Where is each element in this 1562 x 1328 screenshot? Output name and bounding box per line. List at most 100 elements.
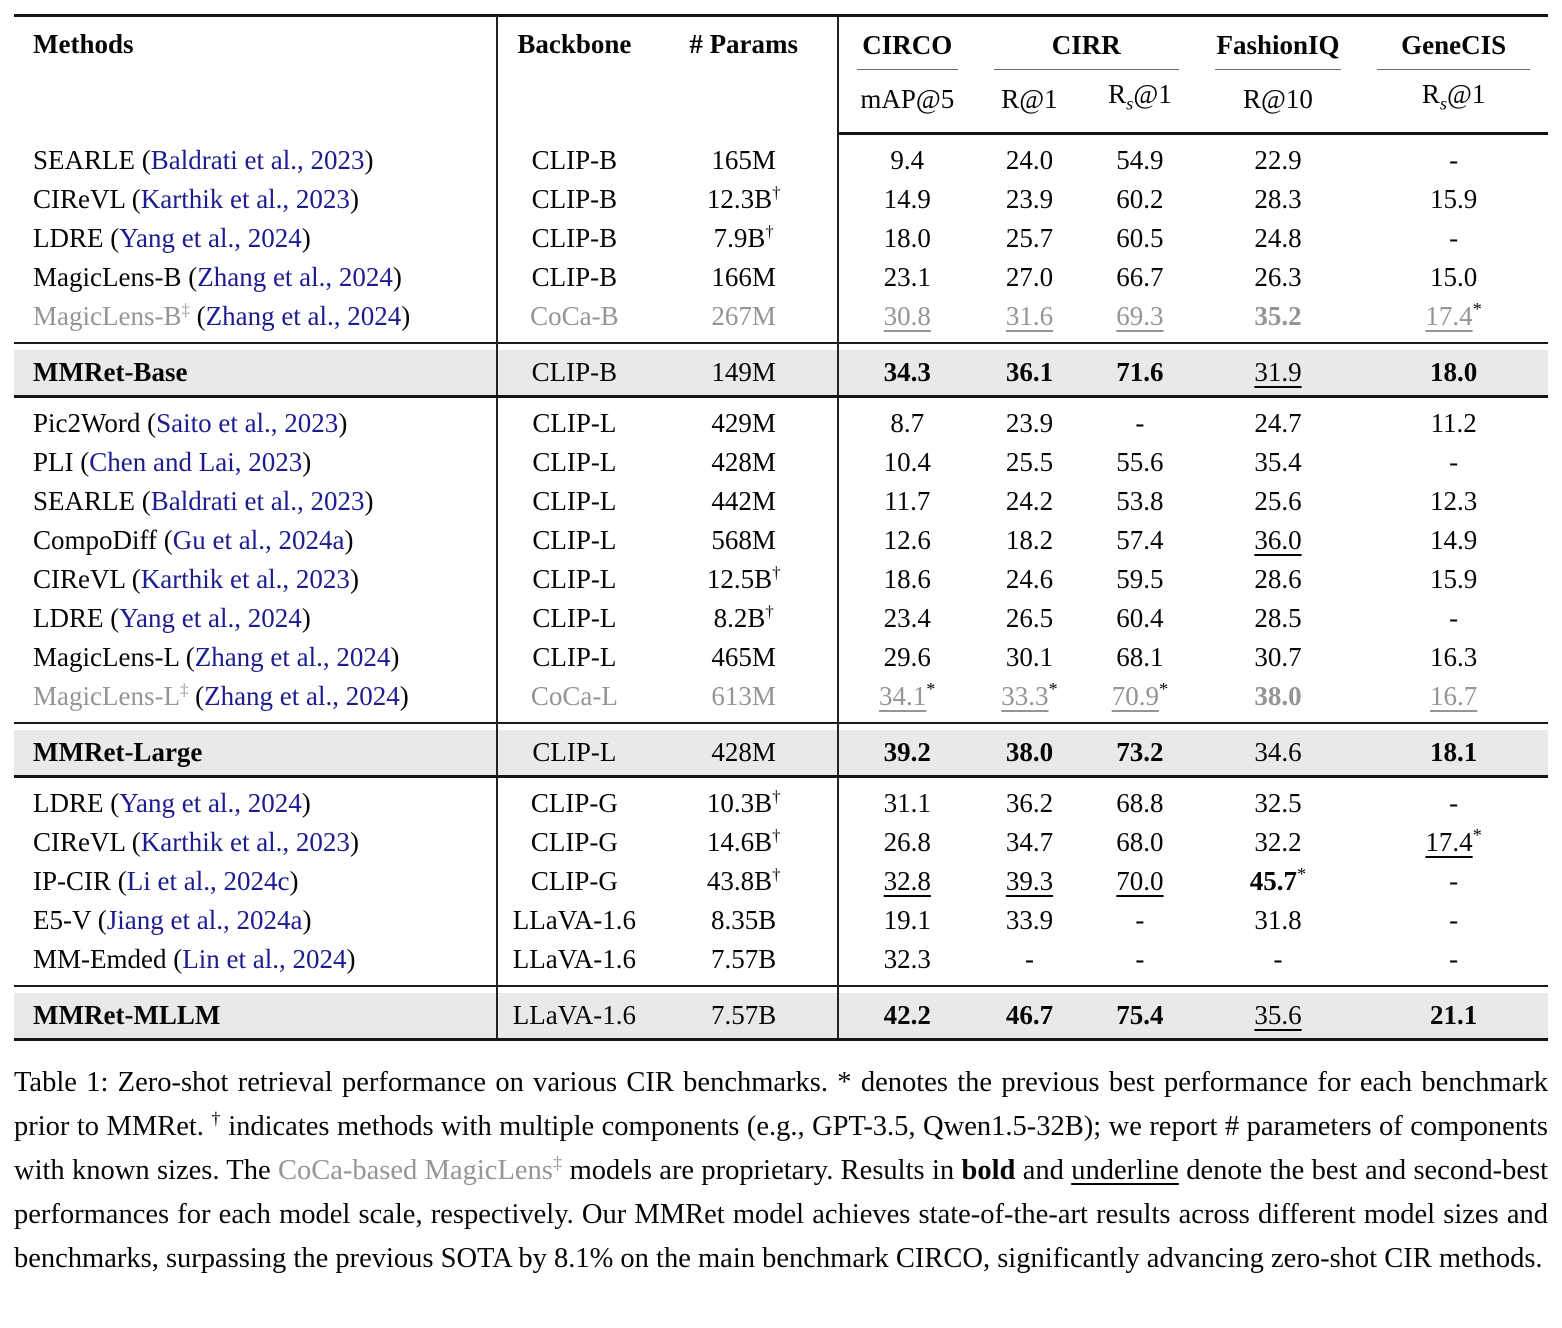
citation-link[interactable]: Yang et al., 2024 xyxy=(119,223,302,254)
method-name: E5-V xyxy=(33,905,91,936)
divider-gap xyxy=(14,722,499,731)
table-row: MagicLens-L‡ (Zhang et al., 2024) CoCa-L 6… xyxy=(14,677,1548,724)
method-name: PLI xyxy=(33,447,74,478)
metric-value: 30.8 xyxy=(883,301,931,332)
metric-cell: 14.9 xyxy=(838,180,976,219)
metric-value: 54.9 xyxy=(1116,145,1164,176)
metric-value: 18.1 xyxy=(1430,737,1478,768)
params-cell: 613M xyxy=(650,677,839,724)
citation-link[interactable]: Baldrati et al., 2023 xyxy=(150,486,365,517)
citation-link[interactable]: Karthik et al., 2023 xyxy=(140,564,350,595)
table-row: MagicLens-B‡ (Zhang et al., 2024) CoCa-B 2… xyxy=(14,297,1548,344)
group-header-cirr: CIRR xyxy=(976,16,1197,70)
citation-link[interactable]: Karthik et al., 2023 xyxy=(140,827,350,858)
prev-best-star: * xyxy=(1048,679,1058,700)
backbone-cell: CLIP-G xyxy=(530,827,618,858)
method-cell: PLI (Chen and Lai, 2023) xyxy=(14,443,499,483)
section-divider xyxy=(14,985,1548,994)
metric-cell: - xyxy=(1197,940,1360,986)
method-cell: CIReVL (Karthik et al., 2023) xyxy=(14,823,499,863)
highlight-row: MMRet-MLLM LLaVA-1.6 7.57B 42.2 46.7 75.4 35.6… xyxy=(14,993,1548,1040)
metric-cell: 35.4 xyxy=(1197,443,1360,482)
citation-link[interactable]: Jiang et al., 2024a xyxy=(106,905,303,936)
metric-value: - xyxy=(1449,788,1459,819)
metric-cell: 60.2 xyxy=(1083,180,1197,219)
metric-cell: 16.3 xyxy=(1359,638,1548,677)
metric-cell: 23.9 xyxy=(976,180,1083,219)
metric-cell: 18.0 xyxy=(1359,350,1548,397)
params-cell: 166M xyxy=(650,258,839,298)
metric-value: 36.1 xyxy=(1005,357,1054,388)
table-body: SEARLE (Baldrati et al., 2023) CLIP-B 165M… xyxy=(14,133,1548,1040)
citation-link[interactable]: Lin et al., 2024 xyxy=(182,944,347,975)
prev-best-star: * xyxy=(1297,864,1307,885)
metric-cell: 24.8 xyxy=(1197,219,1360,258)
metric-value: - xyxy=(1449,145,1459,176)
citation-link[interactable]: Saito et al., 2023 xyxy=(156,408,339,439)
metric-cell: 15.9 xyxy=(1359,560,1548,599)
prev-best-star: * xyxy=(1472,825,1482,846)
group-header-genecis: GeneCIS xyxy=(1359,16,1548,70)
metric-value: - xyxy=(1135,944,1145,975)
metric-cell: - xyxy=(976,940,1083,986)
table-row: SEARLE (Baldrati et al., 2023) CLIP-L 442M… xyxy=(14,482,1548,522)
params-cell: 12.3B† xyxy=(650,180,839,220)
citation-link[interactable]: Zhang et al., 2024 xyxy=(194,642,391,673)
group-header-row: Methods Backbone # Params CIRCO CIRR Fas… xyxy=(14,15,1548,134)
citation-link[interactable]: Zhang et al., 2024 xyxy=(197,262,393,293)
table-row: CompoDiff (Gu et al., 2024a) CLIP-L 568M 12… xyxy=(14,521,1548,561)
metric-value: 39.2 xyxy=(883,737,931,768)
citation-link[interactable]: Yang et al., 2024 xyxy=(119,788,302,819)
metric-cell: 54.9 xyxy=(1083,134,1197,181)
metric-cell: 18.2 xyxy=(976,521,1083,560)
metric-value: 31.9 xyxy=(1254,357,1302,388)
metric-cell: 36.2 xyxy=(976,777,1083,824)
divider-gap xyxy=(837,722,1548,731)
method-name: CompoDiff xyxy=(33,525,158,556)
metric-value: 16.3 xyxy=(1430,642,1478,673)
col-header-methods: Methods xyxy=(14,15,499,134)
table-row: MagicLens-L (Zhang et al., 2024) CLIP-L 46… xyxy=(14,638,1548,678)
metric-value: 11.2 xyxy=(1430,408,1477,439)
citation-link[interactable]: Gu et al., 2024a xyxy=(172,525,345,556)
col-header-rs1-cirr: Rs@1 xyxy=(1083,70,1197,136)
citation-link[interactable]: Baldrati et al., 2023 xyxy=(150,144,365,175)
metric-cell: 68.8 xyxy=(1083,777,1197,824)
metric-value: 17.4 xyxy=(1425,827,1473,858)
col-header-backbone: Backbone xyxy=(517,29,632,59)
params-cell: 428M xyxy=(650,443,839,483)
metric-value: 19.1 xyxy=(883,905,931,936)
prev-best-star: * xyxy=(1158,679,1169,700)
metric-cell: - xyxy=(1359,599,1548,638)
metric-cell: - xyxy=(1083,940,1197,986)
citation-link[interactable]: Zhang et al., 2024 xyxy=(205,301,402,332)
method-name: Pic2Word xyxy=(33,408,141,439)
table-row: CIReVL (Karthik et al., 2023) CLIP-L 12.5B… xyxy=(14,560,1548,600)
divider-gap xyxy=(497,722,839,731)
metric-value: 17.4 xyxy=(1425,301,1473,332)
metric-value: 25.5 xyxy=(1005,447,1054,478)
metric-value: 14.9 xyxy=(883,184,931,215)
citation-link[interactable]: Karthik et al., 2023 xyxy=(140,184,350,215)
metric-value: 28.3 xyxy=(1254,184,1302,215)
metric-value: 34.3 xyxy=(883,357,931,388)
divider-gap xyxy=(497,985,839,994)
metric-cell: 68.1 xyxy=(1083,638,1197,677)
metric-value: 31.8 xyxy=(1254,905,1302,936)
metric-value: 28.5 xyxy=(1254,603,1302,634)
metric-cell: 21.1 xyxy=(1359,993,1548,1040)
metric-value: 23.9 xyxy=(1005,184,1054,215)
citation-link[interactable]: Zhang et al., 2024 xyxy=(204,681,400,712)
metric-value: 30.7 xyxy=(1254,642,1302,673)
metric-cell: 11.7 xyxy=(838,482,976,521)
citation-link[interactable]: Yang et al., 2024 xyxy=(119,603,302,634)
metric-value: 68.1 xyxy=(1116,642,1164,673)
section-divider xyxy=(14,722,1548,731)
citation-link[interactable]: Li et al., 2024c xyxy=(126,866,290,897)
metric-value: 32.2 xyxy=(1254,827,1302,858)
citation-link[interactable]: Chen and Lai, 2023 xyxy=(89,447,303,478)
metric-cell: 71.6 xyxy=(1083,350,1197,397)
metric-value: 23.4 xyxy=(883,603,931,634)
metric-value: 32.8 xyxy=(883,866,931,897)
